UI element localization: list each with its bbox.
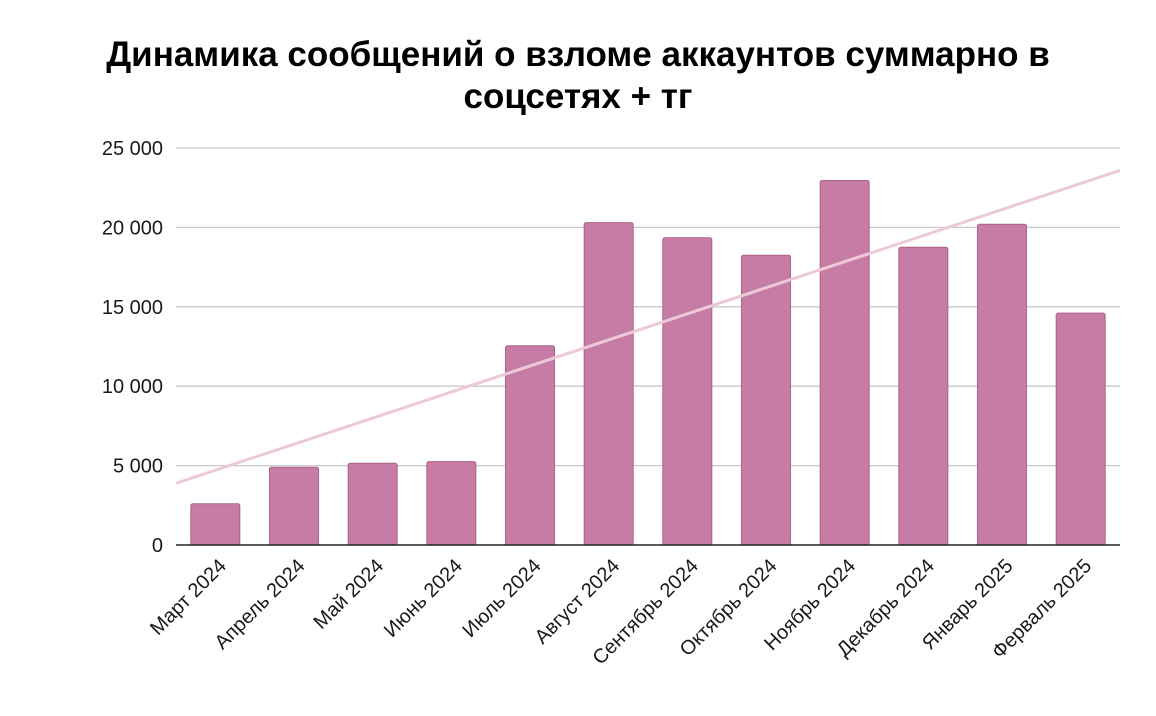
x-tick-label: Май 2024 xyxy=(310,555,389,634)
bar xyxy=(347,462,398,546)
y-tick-label: 15 000 xyxy=(102,297,163,319)
bar xyxy=(583,222,634,546)
bar xyxy=(898,246,949,546)
x-tick-label: Июнь 2024 xyxy=(380,555,467,642)
bar xyxy=(505,345,555,546)
bar xyxy=(269,466,319,546)
bar xyxy=(977,223,1027,546)
bar xyxy=(426,461,477,546)
bar xyxy=(819,180,870,546)
bar xyxy=(190,503,241,546)
x-tick-label: Март 2024 xyxy=(146,555,231,640)
chart-title: Динамика сообщений о взломе аккаунтов су… xyxy=(106,35,1050,116)
bar xyxy=(741,254,791,546)
y-tick-label: 10 000 xyxy=(102,376,163,398)
y-tick-label: 5 000 xyxy=(113,456,163,478)
y-tick-label: 0 xyxy=(152,535,163,557)
trendline xyxy=(175,168,1121,485)
y-tick-label: 20 000 xyxy=(102,217,163,239)
y-tick-label: 25 000 xyxy=(102,138,163,160)
bar xyxy=(1055,312,1106,546)
x-tick-label: Июль 2024 xyxy=(459,555,546,642)
bar xyxy=(662,237,713,546)
